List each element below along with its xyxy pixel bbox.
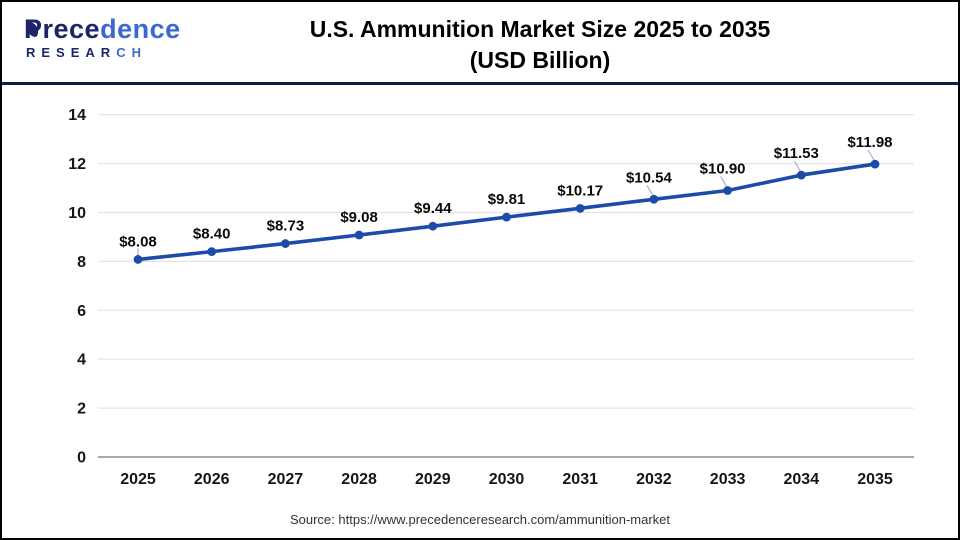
precedence-research-logo: Precedence RESEARCH	[24, 14, 194, 60]
x-axis-tick-label: 2028	[341, 471, 377, 488]
logo-subtext-blue: CH	[116, 45, 147, 60]
y-axis-tick-label: 4	[77, 352, 86, 369]
data-point-label: $9.08	[340, 209, 378, 226]
x-axis-tick-label: 2032	[636, 471, 672, 488]
y-axis-tick-label: 10	[68, 205, 86, 222]
logo-wordmark: Precedence	[24, 14, 194, 44]
data-point-marker	[354, 230, 364, 240]
label-leader-line	[867, 149, 875, 161]
data-point-label: $11.98	[847, 134, 892, 151]
x-axis-tick-label: 2025	[120, 471, 156, 488]
data-point-label: $10.17	[557, 182, 603, 199]
data-point-marker	[870, 159, 880, 169]
data-point-marker	[133, 255, 143, 264]
logo-subtext: RESEARCH	[24, 45, 194, 60]
data-point-marker	[502, 212, 511, 222]
data-point-marker	[207, 247, 217, 257]
y-axis-tick-label: 2	[77, 401, 86, 418]
chart-title-line1: U.S. Ammunition Market Size 2025 to 2035	[309, 16, 771, 42]
label-leader-line	[720, 176, 728, 187]
chart-title-line2: (USD Billion)	[469, 47, 611, 73]
x-axis-tick-label: 2027	[268, 471, 304, 488]
data-point-label: $11.53	[774, 145, 819, 162]
y-axis-tick-label: 14	[68, 107, 86, 124]
data-point-marker	[428, 221, 438, 231]
header-divider	[2, 82, 958, 85]
market-size-line	[136, 162, 877, 262]
x-axis-tick-label: 2035	[857, 471, 893, 488]
x-axis-tick-label: 2034	[784, 471, 820, 488]
logo-subtext-navy: RESEAR	[26, 45, 117, 60]
data-point-label: $10.54	[626, 169, 673, 186]
source-text: Source: https://www.precedenceresearch.c…	[289, 512, 671, 527]
x-axis-tick-label: 2030	[489, 471, 525, 488]
data-point-marker	[796, 170, 806, 180]
label-leader-line	[646, 184, 654, 196]
data-point-label: $8.40	[193, 226, 231, 243]
y-axis-tick-label: 6	[77, 303, 86, 320]
data-point-marker	[649, 194, 659, 204]
data-point-label: $10.90	[700, 160, 746, 177]
logo-wordmark-blue: dence	[100, 14, 181, 44]
data-point-label: $8.73	[267, 218, 305, 235]
y-axis-tick-label: 8	[77, 254, 86, 271]
x-axis-tick-label: 2026	[194, 471, 230, 488]
data-point-marker	[281, 239, 290, 248]
data-point-marker	[575, 203, 585, 213]
data-point-marker	[723, 186, 732, 195]
data-point-label: $9.44	[414, 200, 452, 217]
chart-title: U.S. Ammunition Market Size 2025 to 2035…	[2, 14, 958, 76]
logo-wordmark-navy: Prece	[24, 14, 101, 44]
y-axis-tick-label: 12	[68, 156, 86, 173]
data-point-label: $9.81	[488, 191, 526, 208]
label-leader-line	[793, 160, 801, 172]
x-axis-tick-label: 2033	[710, 471, 746, 488]
y-axis-tick-label: 0	[77, 450, 86, 467]
data-point-label: $8.08	[119, 233, 157, 250]
x-axis-tick-label: 2031	[562, 471, 598, 488]
x-axis-tick-label: 2029	[415, 471, 451, 488]
